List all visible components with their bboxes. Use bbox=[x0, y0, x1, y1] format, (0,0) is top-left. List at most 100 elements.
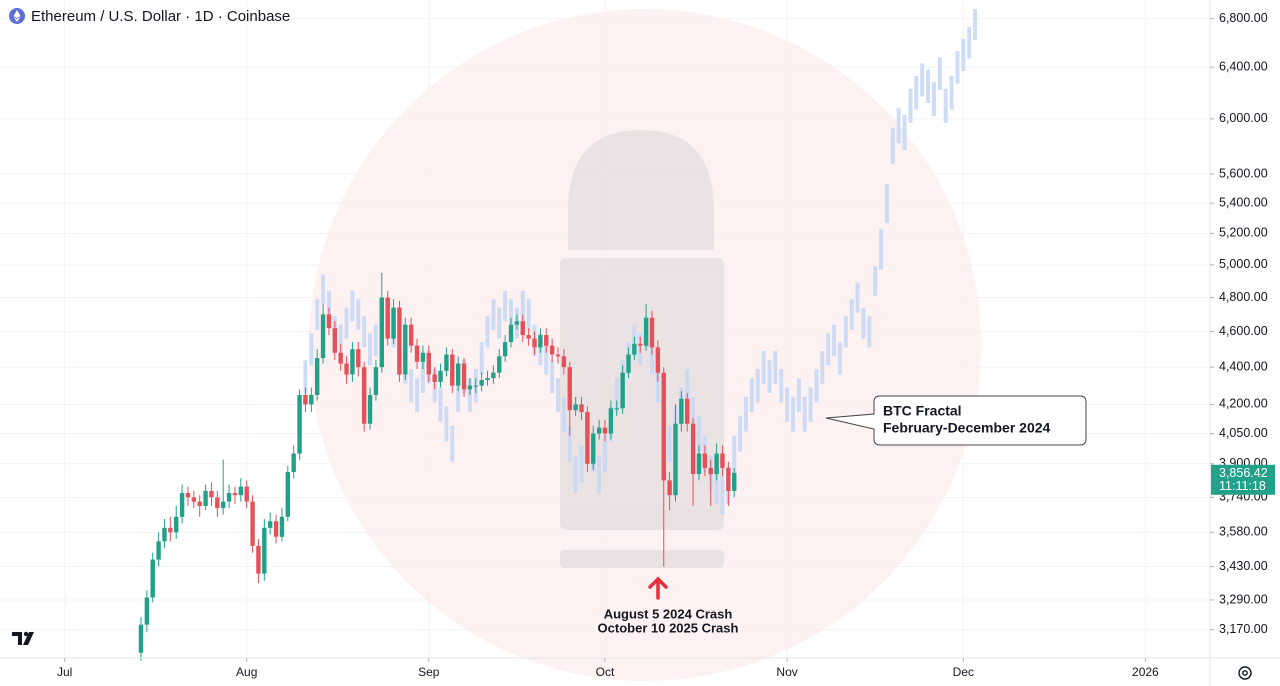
y-tick-label: 5,200.00 bbox=[1219, 226, 1268, 240]
candle-body bbox=[309, 394, 314, 405]
fractal-bar bbox=[444, 406, 449, 442]
candle-body bbox=[262, 527, 267, 574]
fractal-bar bbox=[773, 350, 778, 384]
annotation-text: August 5 2024 Crash bbox=[604, 606, 733, 621]
candle-body bbox=[649, 317, 655, 348]
fractal-bar bbox=[520, 290, 525, 322]
candle-layer bbox=[138, 272, 737, 661]
x-tick-label: Jul bbox=[57, 665, 72, 679]
fractal-bar bbox=[861, 307, 866, 339]
fractal-bar bbox=[896, 108, 901, 144]
candle-body bbox=[567, 367, 572, 411]
fractal-bar bbox=[450, 425, 455, 462]
candle-body bbox=[285, 472, 291, 517]
fractal-bar bbox=[790, 396, 795, 432]
candle-body bbox=[667, 480, 672, 496]
chart-title: Ethereum / U.S. Dollar · 1D · Coinbase bbox=[31, 8, 290, 25]
fractal-bar bbox=[814, 369, 819, 403]
price-tag-box bbox=[1211, 464, 1275, 495]
fractal-bar bbox=[931, 82, 936, 117]
fractal-bar bbox=[350, 290, 355, 322]
fractal-bar bbox=[544, 342, 549, 375]
candle-body bbox=[573, 404, 578, 411]
candle-body bbox=[403, 324, 408, 375]
fractal-bar bbox=[597, 455, 602, 494]
candle-body bbox=[690, 423, 696, 475]
y-tick-label: 6,400.00 bbox=[1219, 59, 1268, 73]
fractal-bar bbox=[949, 75, 954, 110]
fractal-bar bbox=[409, 369, 414, 403]
candle-body bbox=[596, 427, 602, 434]
candle-body bbox=[620, 372, 625, 409]
fractal-bar bbox=[785, 387, 790, 422]
candle-body bbox=[549, 345, 555, 355]
fractal-bar bbox=[832, 324, 837, 357]
fractal-bar bbox=[884, 184, 889, 223]
candle-body bbox=[203, 490, 208, 506]
candle-body bbox=[244, 486, 249, 502]
fractal-bar bbox=[509, 299, 514, 330]
candle-body bbox=[514, 321, 520, 325]
candle-body bbox=[438, 370, 443, 382]
candle-body bbox=[185, 493, 191, 498]
candle-body bbox=[144, 597, 150, 625]
candle-body bbox=[303, 394, 308, 405]
candle-body bbox=[314, 358, 320, 395]
fractal-bar bbox=[573, 455, 578, 494]
fractal-bar bbox=[867, 316, 872, 348]
fractal-bar bbox=[567, 425, 572, 462]
candle-body bbox=[361, 367, 367, 424]
candle-body bbox=[455, 363, 461, 386]
fractal-bar bbox=[849, 299, 854, 330]
fractal-bar bbox=[720, 476, 725, 515]
fractal-bar bbox=[497, 307, 502, 339]
candle-body bbox=[485, 378, 490, 381]
fractal-bar bbox=[338, 324, 343, 357]
candle-body bbox=[356, 349, 361, 368]
candle-body bbox=[267, 521, 273, 528]
x-tick-label: Oct bbox=[596, 665, 615, 679]
fractal-bar bbox=[749, 378, 754, 413]
fractal-bar bbox=[926, 69, 931, 103]
fractal-bar bbox=[879, 228, 884, 270]
candle-body bbox=[426, 352, 431, 375]
price-tag-label: 3,856.42 bbox=[1219, 466, 1268, 480]
settings-icon[interactable] bbox=[1238, 666, 1252, 680]
fractal-bar bbox=[837, 342, 842, 375]
fractal-bar bbox=[321, 274, 326, 305]
candle-body bbox=[720, 453, 725, 468]
candle-body bbox=[174, 516, 179, 533]
callout bbox=[825, 395, 1087, 446]
fractal-bar bbox=[315, 299, 320, 330]
crash-arrow bbox=[648, 576, 668, 600]
fractal-bar bbox=[908, 88, 913, 123]
fractal-bar bbox=[491, 299, 496, 330]
fractal-bar bbox=[767, 359, 772, 394]
fractal-bar bbox=[373, 324, 378, 357]
candle-body bbox=[326, 314, 332, 329]
fractal-bar bbox=[738, 415, 743, 452]
x-tick-label: Nov bbox=[776, 665, 797, 679]
candle-body bbox=[661, 372, 666, 481]
candle-body bbox=[162, 527, 167, 542]
fractal-bar bbox=[649, 342, 654, 375]
candle-body bbox=[591, 433, 596, 464]
fractal-bar bbox=[326, 290, 331, 322]
candle-body bbox=[479, 380, 484, 386]
y-tick-label: 3,580.00 bbox=[1219, 525, 1268, 539]
fractal-bar bbox=[526, 299, 531, 330]
fractal-bar bbox=[303, 359, 308, 394]
candle-body bbox=[602, 427, 608, 434]
fractal-bar bbox=[356, 299, 361, 330]
candle-body bbox=[538, 335, 543, 348]
y-tick-label: 3,430.00 bbox=[1219, 559, 1268, 573]
candle-body bbox=[250, 501, 255, 546]
y-tick-label: 6,000.00 bbox=[1219, 111, 1268, 125]
fractal-bar bbox=[309, 333, 314, 366]
fractal-bar bbox=[362, 316, 367, 348]
fractal-bar bbox=[467, 378, 472, 413]
fractal-bar bbox=[415, 378, 420, 413]
y-tick-label: 5,600.00 bbox=[1219, 166, 1268, 180]
y-tick-label: 3,290.00 bbox=[1219, 592, 1268, 606]
